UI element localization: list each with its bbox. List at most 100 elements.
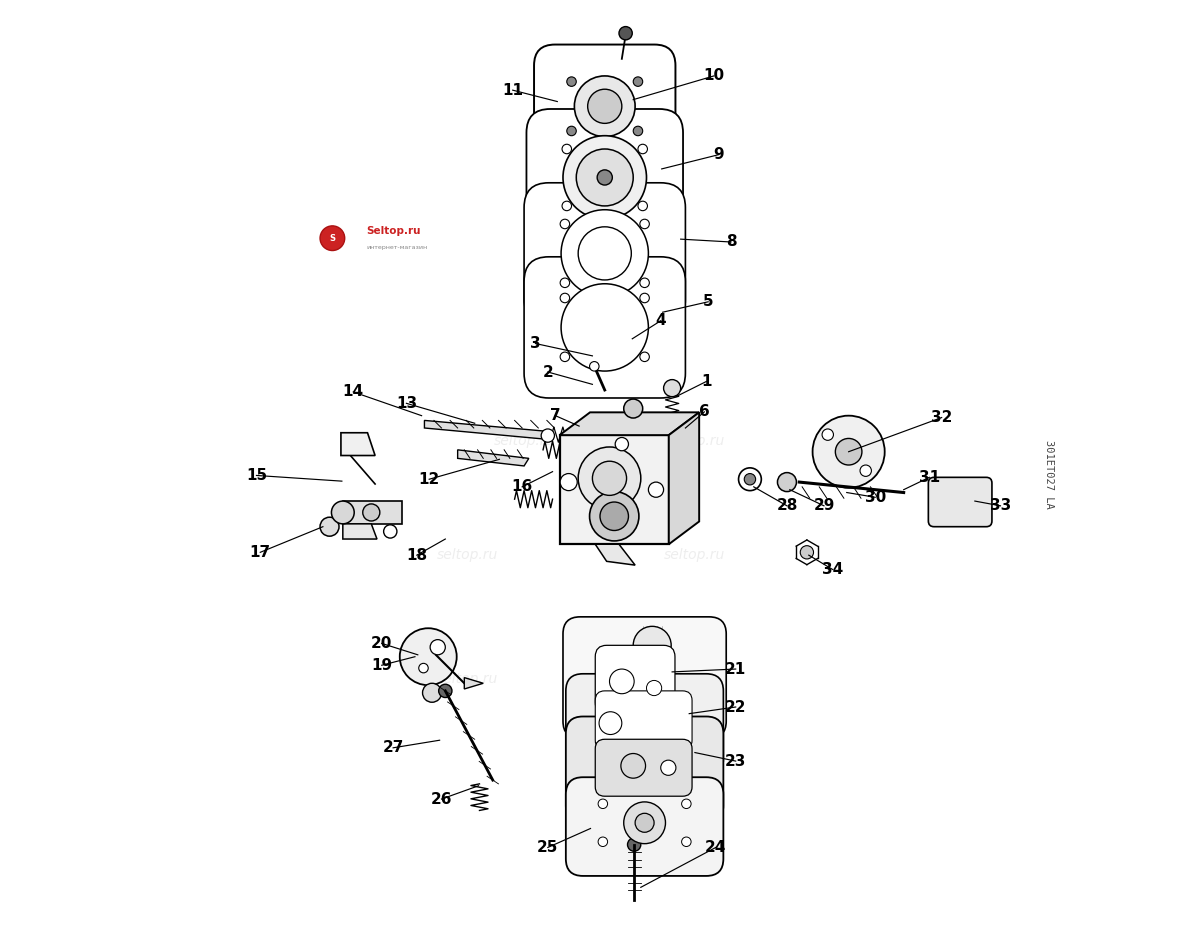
Circle shape	[562, 284, 648, 371]
Circle shape	[640, 278, 649, 288]
FancyBboxPatch shape	[566, 674, 724, 776]
Circle shape	[634, 626, 671, 664]
Text: интернет-магазин: интернет-магазин	[366, 245, 427, 251]
Circle shape	[566, 126, 576, 136]
Text: 28: 28	[776, 498, 798, 513]
Circle shape	[628, 838, 641, 851]
Circle shape	[738, 468, 761, 491]
Text: 16: 16	[511, 479, 533, 494]
Bar	[343, 501, 402, 524]
Circle shape	[541, 429, 554, 442]
Text: 11: 11	[502, 83, 523, 98]
Text: 9: 9	[713, 147, 724, 162]
Text: 31: 31	[919, 470, 940, 485]
Circle shape	[661, 760, 676, 775]
Text: 22: 22	[725, 699, 746, 715]
Circle shape	[635, 813, 654, 832]
FancyBboxPatch shape	[929, 477, 992, 527]
Circle shape	[320, 226, 344, 251]
Text: 15: 15	[246, 468, 268, 483]
Circle shape	[599, 712, 622, 735]
FancyBboxPatch shape	[527, 109, 683, 246]
Circle shape	[640, 352, 649, 362]
Ellipse shape	[671, 414, 686, 435]
FancyBboxPatch shape	[566, 777, 724, 876]
Polygon shape	[559, 413, 700, 435]
Text: Seltop.ru: Seltop.ru	[366, 226, 421, 235]
Circle shape	[640, 293, 649, 303]
Circle shape	[400, 628, 457, 685]
Text: 1: 1	[701, 374, 712, 389]
Circle shape	[560, 293, 570, 303]
Circle shape	[593, 461, 626, 495]
Circle shape	[620, 754, 646, 778]
Text: seltop.ru: seltop.ru	[493, 435, 554, 448]
Circle shape	[812, 416, 884, 488]
FancyBboxPatch shape	[534, 45, 676, 168]
Circle shape	[422, 683, 442, 702]
Circle shape	[624, 802, 666, 844]
Text: 17: 17	[250, 545, 271, 560]
Circle shape	[682, 837, 691, 847]
Text: 26: 26	[431, 791, 452, 807]
Text: 23: 23	[725, 754, 746, 769]
Circle shape	[588, 89, 622, 123]
Text: 32: 32	[931, 410, 953, 425]
Circle shape	[562, 144, 571, 154]
Text: seltop.ru: seltop.ru	[437, 672, 498, 685]
Circle shape	[563, 136, 647, 219]
Circle shape	[647, 680, 661, 696]
Polygon shape	[595, 545, 635, 566]
Circle shape	[600, 502, 629, 530]
Circle shape	[638, 144, 648, 154]
Circle shape	[362, 504, 380, 521]
Circle shape	[384, 525, 397, 538]
Circle shape	[560, 352, 570, 362]
Text: 12: 12	[419, 472, 440, 487]
Circle shape	[640, 219, 649, 229]
Text: seltop.ru: seltop.ru	[636, 672, 697, 685]
Polygon shape	[343, 524, 377, 539]
Text: 10: 10	[703, 68, 725, 84]
Text: 13: 13	[396, 396, 416, 411]
Text: 19: 19	[371, 658, 392, 673]
Text: 4: 4	[655, 313, 666, 328]
Circle shape	[560, 219, 570, 229]
Circle shape	[578, 447, 641, 510]
FancyBboxPatch shape	[566, 716, 724, 823]
Circle shape	[778, 473, 797, 492]
Text: 6: 6	[700, 404, 709, 419]
FancyBboxPatch shape	[595, 739, 692, 796]
Circle shape	[860, 465, 871, 476]
Text: 33: 33	[990, 498, 1012, 513]
Text: 14: 14	[343, 384, 364, 400]
Circle shape	[560, 474, 577, 491]
Text: 8: 8	[726, 234, 737, 250]
Text: 18: 18	[407, 548, 427, 563]
Text: 34: 34	[822, 562, 844, 577]
Circle shape	[800, 546, 814, 559]
Circle shape	[566, 77, 576, 86]
Circle shape	[835, 438, 862, 465]
Polygon shape	[457, 450, 529, 466]
Circle shape	[560, 278, 570, 288]
Circle shape	[430, 640, 445, 655]
Circle shape	[598, 837, 607, 847]
FancyBboxPatch shape	[563, 617, 726, 738]
Circle shape	[634, 126, 643, 136]
Circle shape	[562, 210, 648, 297]
Circle shape	[638, 201, 648, 211]
Circle shape	[576, 149, 634, 206]
Circle shape	[744, 474, 756, 485]
Text: 5: 5	[703, 294, 714, 309]
Circle shape	[419, 663, 428, 673]
Circle shape	[331, 501, 354, 524]
Text: 25: 25	[538, 840, 558, 855]
Circle shape	[610, 669, 634, 694]
FancyBboxPatch shape	[524, 257, 685, 398]
Circle shape	[619, 27, 632, 40]
Circle shape	[575, 76, 635, 137]
Text: seltop.ru: seltop.ru	[665, 549, 726, 562]
Polygon shape	[341, 433, 376, 456]
Text: 2: 2	[542, 364, 553, 380]
